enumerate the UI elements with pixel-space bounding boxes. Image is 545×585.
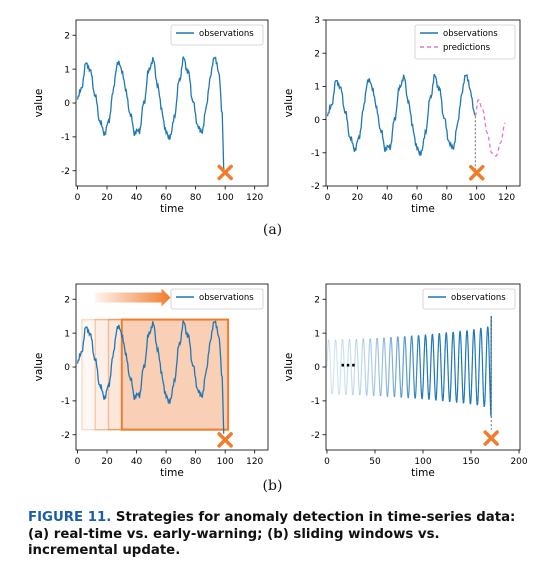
y-tick-label: 2 <box>314 295 320 305</box>
chart-b-right: 0 50 100 150 200 -2 -1 0 1 2 time value ... observati… <box>283 283 528 478</box>
x-tick-label: 80 <box>190 457 202 467</box>
x-tick-label: 120 <box>246 193 263 203</box>
panel-a: 0 20 40 60 80 100 120 -2 -1 0 1 2 time value observati… <box>0 0 545 225</box>
panel-b: 0 20 40 60 80 100 120 -2 -1 0 1 2 time value observati… <box>0 270 545 495</box>
legend-label: predictions <box>443 43 491 53</box>
x-axis-label: time <box>411 203 435 214</box>
x-tick-label: 0 <box>324 457 330 467</box>
anomaly-marker <box>217 164 233 181</box>
observations-line <box>76 320 225 434</box>
panel-b-label: (b) <box>262 478 283 494</box>
caption-text: Strategies for anomaly detection in time… <box>28 510 516 558</box>
legend-box <box>414 24 516 60</box>
y-tick-label: 1 <box>64 65 70 75</box>
legend-label: observations <box>199 293 254 303</box>
y-tick-label: -1 <box>311 149 320 159</box>
figure-label: FIGURE 11. <box>28 510 112 525</box>
x-axis-label: time <box>160 203 184 214</box>
panel-a-label: (a) <box>262 222 283 238</box>
x-tick-label: 100 <box>217 193 234 203</box>
chart-b-left: 0 20 40 60 80 100 120 -2 -1 0 1 2 time value observati… <box>33 283 269 478</box>
x-tick-label: 60 <box>411 193 423 203</box>
chart-a-left: 0 20 40 60 80 100 120 -2 -1 0 1 2 time value observati… <box>33 19 269 214</box>
y-tick-label: -1 <box>311 397 320 407</box>
y-tick-label: -2 <box>311 182 320 192</box>
y-tick-label: -2 <box>311 431 320 441</box>
x-tick-label: 80 <box>190 193 202 203</box>
x-tick-label: 150 <box>462 457 479 467</box>
anomaly-marker <box>217 432 233 448</box>
y-tick-label: 2 <box>314 49 320 59</box>
y-tick-label: 0 <box>64 99 70 109</box>
y-tick-label: -1 <box>61 397 70 407</box>
x-tick-label: 100 <box>414 457 431 467</box>
chart-a-right: 0 20 40 60 80 100 120 -2 -1 0 1 2 3 time value observat… <box>283 16 521 214</box>
y-tick-label: 1 <box>314 329 320 339</box>
y-axis-label: value <box>33 353 45 382</box>
observations-line <box>76 56 225 170</box>
x-tick-label: 100 <box>217 457 234 467</box>
x-tick-label: 0 <box>325 193 331 203</box>
x-tick-label: 20 <box>101 193 113 203</box>
anomaly-marker <box>483 430 499 446</box>
x-tick-label: 40 <box>131 457 143 467</box>
x-tick-label: 60 <box>160 457 172 467</box>
x-tick-label: 200 <box>510 457 527 467</box>
x-tick-label: 120 <box>246 457 263 467</box>
x-tick-label: 0 <box>75 193 81 203</box>
y-tick-label: -2 <box>61 167 70 177</box>
y-tick-label: 1 <box>64 329 70 339</box>
y-axis-label: value <box>33 89 45 118</box>
window-direction-arrow <box>95 288 171 307</box>
y-tick-label: -1 <box>61 133 70 143</box>
x-axis-label: time <box>160 467 184 478</box>
legend-box <box>422 288 516 310</box>
y-tick-label: 3 <box>314 16 320 26</box>
legend-label: observations <box>199 29 254 39</box>
x-tick-label: 40 <box>131 193 143 203</box>
x-tick-label: 80 <box>441 193 453 203</box>
predictions-line <box>474 98 506 157</box>
x-tick-label: 20 <box>101 457 113 467</box>
observations-line <box>326 73 476 157</box>
y-tick-label: 0 <box>314 363 320 373</box>
ellipsis-annotation: ... <box>340 354 356 370</box>
y-axis-label: value <box>283 89 295 118</box>
legend-box <box>170 288 264 310</box>
x-tick-label: 120 <box>498 193 515 203</box>
legend-label: observations <box>443 29 498 39</box>
y-tick-label: -2 <box>61 431 70 441</box>
x-tick-label: 50 <box>369 457 381 467</box>
y-tick-label: 2 <box>64 295 70 305</box>
y-tick-label: 0 <box>64 363 70 373</box>
x-tick-label: 60 <box>160 193 172 203</box>
y-tick-label: 0 <box>314 116 320 126</box>
figure-caption: FIGURE 11. Strategies for anomaly detect… <box>28 510 528 560</box>
x-tick-label: 0 <box>75 457 81 467</box>
anomaly-marker <box>468 164 485 181</box>
x-axis-label: time <box>411 467 435 478</box>
legend-box <box>170 24 264 46</box>
y-axis-label: value <box>283 353 295 382</box>
sliding-window <box>120 318 230 431</box>
x-tick-label: 40 <box>381 193 393 203</box>
legend-label: observations <box>451 293 506 303</box>
x-tick-label: 20 <box>352 193 364 203</box>
x-tick-label: 100 <box>468 193 485 203</box>
y-tick-label: 2 <box>64 31 70 41</box>
y-tick-label: 1 <box>314 83 320 93</box>
plot-frame <box>325 19 521 187</box>
